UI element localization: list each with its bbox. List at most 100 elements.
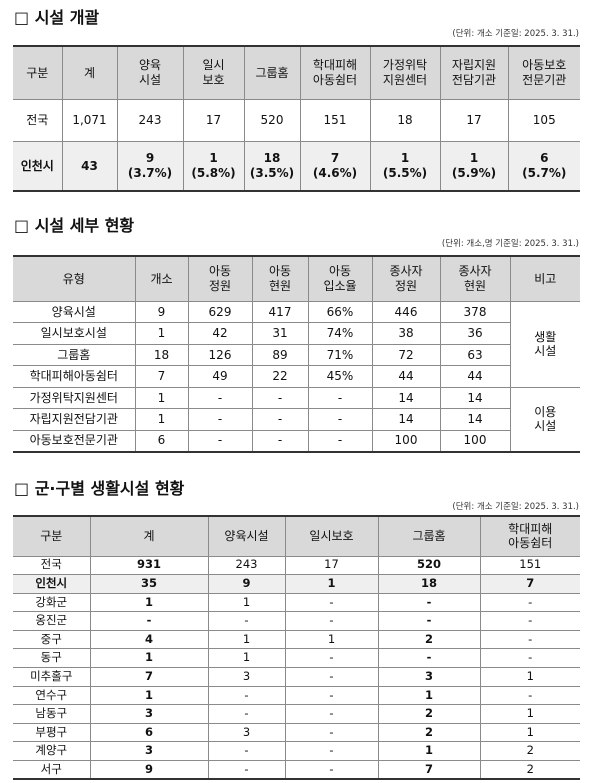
table-cell: 14 bbox=[371, 386, 441, 409]
table-cell: 151 bbox=[479, 555, 580, 576]
table-cell: 2 bbox=[377, 629, 481, 650]
table-row: 전국 931 243 17 520 151 bbox=[13, 555, 580, 576]
table-row: 강화군 1 1- - - bbox=[13, 592, 580, 613]
table-cell: 520 bbox=[243, 98, 301, 142]
table-cell: 1 (5.5%) bbox=[369, 140, 441, 192]
table-cell: 931 bbox=[89, 555, 209, 576]
table-cell: 7 bbox=[479, 574, 580, 594]
table-row: 그룹홈 18 126 89 71% 72 63 bbox=[13, 343, 580, 366]
header-cell: 그룹홈 bbox=[377, 515, 481, 557]
unit-note: (단위: 개소 기준일: 2025. 3. 31.) bbox=[452, 29, 579, 39]
table-cell: 1 bbox=[479, 704, 580, 724]
header-cell: 학대피해 아동쉼터 bbox=[299, 45, 371, 100]
table-cell: 18 bbox=[377, 574, 481, 594]
table-cell: 1 bbox=[134, 408, 189, 431]
header-cell: 양육 시설 bbox=[116, 45, 184, 100]
table-cell: - bbox=[207, 685, 286, 706]
header-cell: 일시 보호 bbox=[182, 45, 245, 100]
remark-cell: 이용 시설 bbox=[509, 386, 580, 452]
table-cell: 1 bbox=[284, 574, 379, 594]
table-cell: 74% bbox=[307, 322, 373, 345]
table-cell: 연수구 bbox=[13, 685, 91, 706]
table-cell: - bbox=[284, 648, 379, 669]
table-cell: 45% bbox=[307, 365, 373, 388]
table-cell: 63 bbox=[439, 343, 510, 366]
header-row: 구분 계 양육시설 일시보호 그룹홈 학대피해 아동쉼터 bbox=[13, 515, 580, 557]
table-cell: - bbox=[284, 611, 379, 631]
table-cell: 부평구 bbox=[13, 722, 91, 743]
table-row: 부평구 6 3-2 1 bbox=[13, 722, 580, 743]
table-cell: 36 bbox=[439, 322, 510, 345]
header-cell: 유형 bbox=[13, 255, 136, 302]
table-cell: 6 bbox=[134, 429, 189, 452]
table-cell: 1 (5.9%) bbox=[439, 140, 509, 192]
table-cell: 4 bbox=[89, 629, 209, 650]
table-cell: - bbox=[284, 760, 379, 780]
table-row: 인천시 43 9 (3.7%) 1 (5.8%) 18 (3.5%) 7 (4.6%) 1 … bbox=[13, 140, 580, 192]
table-cell: 인천시 bbox=[13, 574, 91, 594]
table-cell: 243 bbox=[207, 555, 286, 576]
table-cell: 아동보호전문기관 bbox=[13, 429, 136, 452]
table-cell: 1 (5.8%) bbox=[182, 140, 245, 192]
header-cell: 가정위탁 지원센터 bbox=[369, 45, 441, 100]
table-cell: 2 bbox=[479, 741, 580, 762]
header-cell: 종사자 현원 bbox=[439, 255, 511, 302]
table-cell: 71% bbox=[307, 343, 373, 366]
table-cell: 9 bbox=[207, 574, 286, 594]
table-cell: 1 bbox=[134, 322, 189, 345]
table-cell: 44 bbox=[371, 365, 441, 388]
table-cell: 미추홀구 bbox=[13, 667, 91, 687]
table-cell: - bbox=[284, 704, 379, 724]
table-cell: - bbox=[479, 648, 580, 669]
table-cell: 18 bbox=[369, 98, 441, 142]
table-cell: 자립지원전담기관 bbox=[13, 408, 136, 431]
table-cell: 6 bbox=[89, 722, 209, 743]
table-cell: - bbox=[251, 429, 309, 452]
table-cell: 22 bbox=[251, 365, 309, 388]
table-row: 중구 4 1 1 2- bbox=[13, 629, 580, 650]
table-cell: 양육시설 bbox=[13, 300, 136, 323]
table-cell: 2 bbox=[377, 722, 481, 743]
table-row: 아동보호전문기관 6- - -100 100 bbox=[13, 429, 580, 452]
section-title: □ 군·구별 생활시설 현황 bbox=[14, 479, 185, 498]
table-cell: 강화군 bbox=[13, 592, 91, 613]
table-cell: 18 (3.5%) bbox=[243, 140, 301, 192]
table-row: 자립지원전담기관 1- - -14 14 bbox=[13, 408, 580, 431]
table-cell: - bbox=[207, 704, 286, 724]
table-row: 가정위탁지원센터 1- - -14 14 이용 시설 bbox=[13, 386, 580, 452]
table-cell: 126 bbox=[187, 343, 253, 366]
header-cell: 일시보호 bbox=[284, 515, 379, 557]
table-cell: - bbox=[284, 667, 379, 687]
table-cell: - bbox=[284, 741, 379, 762]
table-cell: 9 bbox=[89, 760, 209, 780]
header-cell: 계 bbox=[61, 45, 118, 100]
table-cell: - bbox=[89, 611, 209, 631]
table-cell: 105 bbox=[507, 98, 580, 142]
table-cell: - bbox=[284, 592, 379, 613]
table-cell: 9 bbox=[134, 300, 189, 323]
table-cell: 1 bbox=[207, 592, 286, 613]
table-cell: 89 bbox=[251, 343, 309, 366]
table-cell: 학대피해아동쉼터 bbox=[13, 365, 136, 388]
table-row: 연수구 1- -1- bbox=[13, 685, 580, 706]
table-cell: 중구 bbox=[13, 629, 91, 650]
table-cell: 가정위탁지원센터 bbox=[13, 386, 136, 409]
table-cell: - bbox=[207, 611, 286, 631]
table-cell: 7 bbox=[134, 365, 189, 388]
table-cell: 43 bbox=[61, 140, 118, 192]
table-cell: 66% bbox=[307, 300, 373, 323]
table-cell: 동구 bbox=[13, 648, 91, 669]
header-cell: 구분 bbox=[13, 515, 91, 557]
table-cell: - bbox=[251, 386, 309, 409]
table-row: 옹진군 - - - - - bbox=[13, 611, 580, 631]
table-cell: 35 bbox=[89, 574, 209, 594]
table-cell: - bbox=[207, 741, 286, 762]
section-title: □ 시설 세부 현황 bbox=[14, 216, 135, 235]
table-row: 미추홀구 7 3-3 1 bbox=[13, 667, 580, 687]
detail-table: 유형 개소 아동 정원 아동 현원 아동 입소율 종사자 정원 종사자 현원 비고 양육시설 9 6… bbox=[13, 255, 580, 453]
table-cell: 629 bbox=[187, 300, 253, 323]
table-cell: 72 bbox=[371, 343, 441, 366]
table-cell: - bbox=[251, 408, 309, 431]
table-cell: 남동구 bbox=[13, 704, 91, 724]
